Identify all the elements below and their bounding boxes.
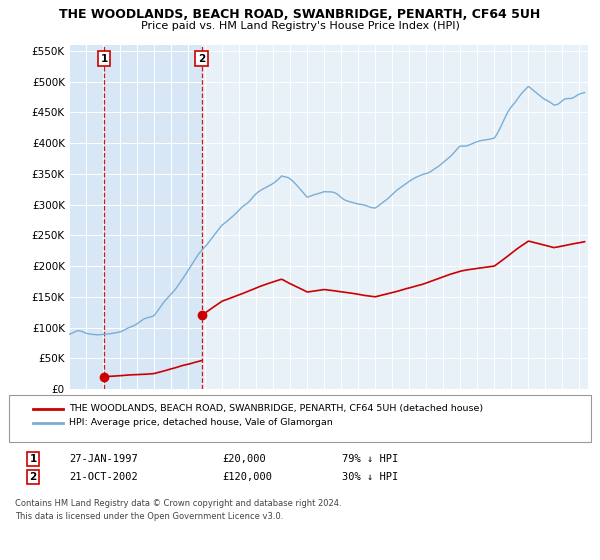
Text: £120,000: £120,000 — [222, 472, 272, 482]
Text: 2: 2 — [198, 54, 205, 64]
Bar — [69, 45, 202, 389]
Text: 79% ↓ HPI: 79% ↓ HPI — [342, 454, 398, 464]
Text: This data is licensed under the Open Government Licence v3.0.: This data is licensed under the Open Gov… — [15, 512, 283, 521]
Text: 1: 1 — [101, 54, 108, 64]
Text: 27-JAN-1997: 27-JAN-1997 — [69, 454, 138, 464]
Text: 21-OCT-2002: 21-OCT-2002 — [69, 472, 138, 482]
Text: 2: 2 — [29, 472, 37, 482]
Text: 1: 1 — [29, 454, 37, 464]
Text: THE WOODLANDS, BEACH ROAD, SWANBRIDGE, PENARTH, CF64 5UH (detached house): THE WOODLANDS, BEACH ROAD, SWANBRIDGE, P… — [69, 404, 483, 413]
Text: HPI: Average price, detached house, Vale of Glamorgan: HPI: Average price, detached house, Vale… — [69, 418, 333, 427]
Text: Contains HM Land Registry data © Crown copyright and database right 2024.: Contains HM Land Registry data © Crown c… — [15, 500, 341, 508]
Text: 30% ↓ HPI: 30% ↓ HPI — [342, 472, 398, 482]
Text: Price paid vs. HM Land Registry's House Price Index (HPI): Price paid vs. HM Land Registry's House … — [140, 21, 460, 31]
Text: £20,000: £20,000 — [222, 454, 266, 464]
Text: THE WOODLANDS, BEACH ROAD, SWANBRIDGE, PENARTH, CF64 5UH: THE WOODLANDS, BEACH ROAD, SWANBRIDGE, P… — [59, 8, 541, 21]
